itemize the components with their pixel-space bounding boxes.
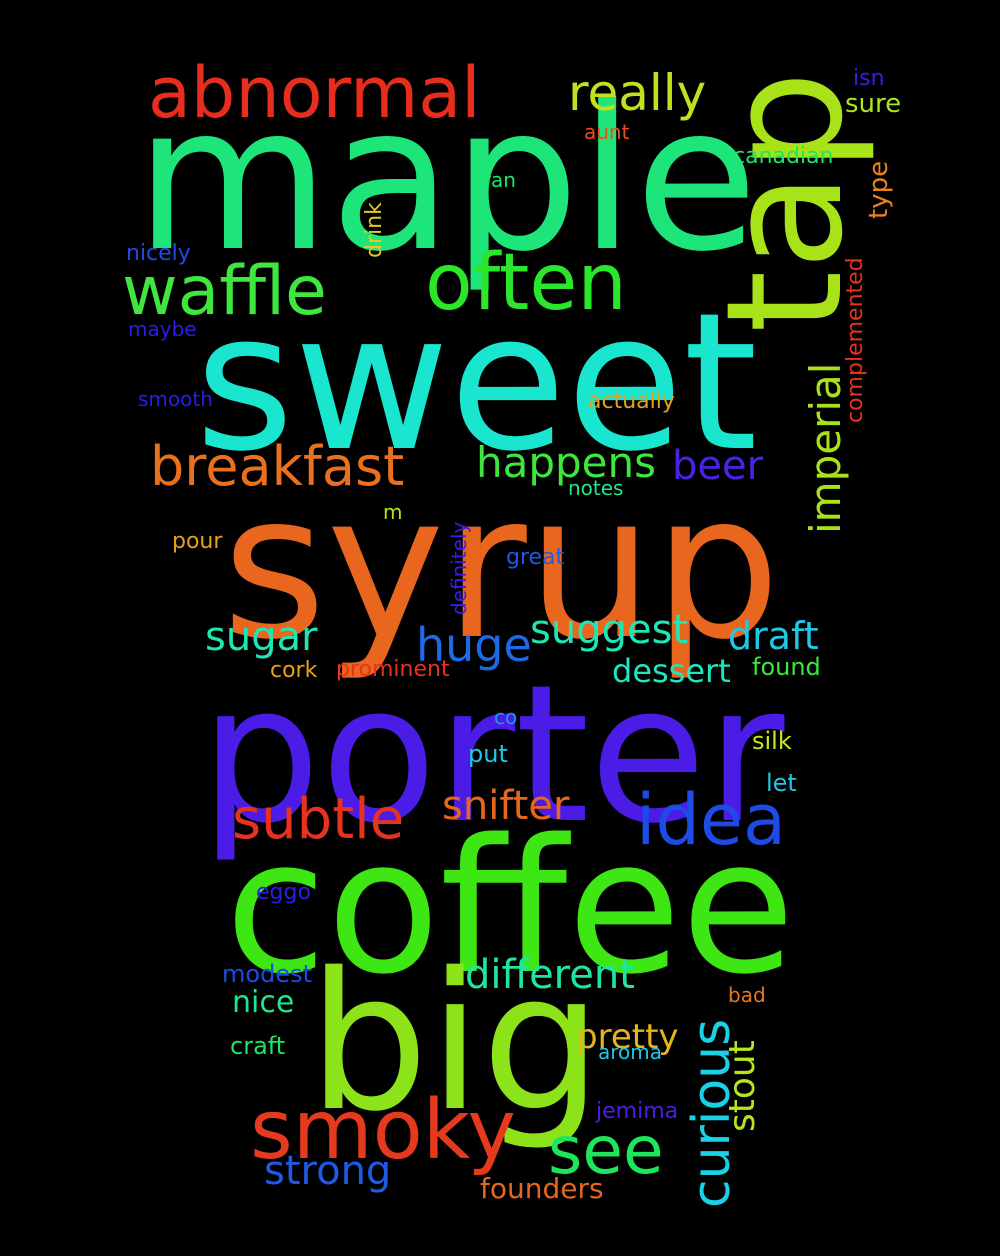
word-founders: founders	[480, 1172, 604, 1205]
word-silk: silk	[752, 727, 792, 755]
word-suggest: suggest	[530, 607, 689, 653]
word-definitely: definitely	[447, 521, 471, 615]
word-craft: craft	[230, 1032, 286, 1060]
word-notes: notes	[568, 476, 624, 500]
word-smoky: smoky	[250, 1083, 516, 1178]
word-draft: draft	[728, 614, 819, 658]
word-put: put	[468, 740, 508, 768]
word-huge: huge	[416, 618, 532, 672]
word-sure: sure	[845, 89, 902, 119]
word-prominent: prominent	[336, 657, 450, 682]
word-tap: tap	[691, 70, 878, 333]
word-canadian: canadian	[733, 144, 834, 169]
word-maybe: maybe	[128, 317, 197, 341]
word-co: co	[494, 705, 518, 729]
word-actually: actually	[588, 389, 675, 414]
word-bad: bad	[728, 983, 766, 1007]
word-modest: modest	[222, 960, 312, 988]
word-fan: fan	[484, 168, 516, 192]
word-porter: porter	[200, 644, 785, 865]
word-nicely: nicely	[126, 241, 191, 266]
word-coffee: coffee	[225, 799, 795, 1015]
word-eggo: eggo	[256, 880, 311, 905]
word-sweet: sweet	[195, 272, 758, 493]
word-strong: strong	[264, 1148, 392, 1194]
word-abnormal: abnormal	[148, 52, 481, 134]
word-great: great	[506, 545, 565, 570]
word-let: let	[766, 769, 797, 797]
word-breakfast: breakfast	[150, 435, 405, 498]
word-isn: isn	[853, 66, 885, 91]
word-waffle: waffle	[122, 252, 327, 331]
word-nice: nice	[232, 985, 295, 1020]
word-drink: drink	[362, 202, 387, 258]
word-pour: pour	[172, 529, 223, 554]
word-aroma: aroma	[598, 1040, 663, 1064]
word-snifter: snifter	[442, 783, 570, 829]
word-found: found	[752, 653, 821, 681]
word-aunt: aunt	[584, 120, 630, 144]
word-cork: cork	[270, 658, 318, 683]
word-beer: beer	[672, 443, 764, 489]
word-often: often	[425, 238, 627, 328]
word-subtle: subtle	[232, 787, 405, 852]
word-pretty: pretty	[576, 1017, 679, 1057]
word-dessert: dessert	[612, 652, 731, 690]
word-really: really	[568, 64, 707, 122]
word-see: see	[548, 1112, 664, 1189]
word-m: m	[383, 500, 403, 524]
word-syrup: syrup	[222, 451, 781, 684]
word-stout: stout	[722, 1040, 763, 1132]
word-maple: maple	[135, 63, 758, 296]
word-complemented: complemented	[843, 257, 868, 423]
word-idea: idea	[636, 779, 786, 861]
word-smooth: smooth	[138, 387, 213, 411]
word-jemima: jemima	[596, 1099, 679, 1124]
word-happens: happens	[476, 438, 657, 487]
word-type: type	[864, 160, 894, 219]
word-different: different	[465, 952, 635, 998]
word-big: big	[308, 932, 602, 1153]
word-sugar: sugar	[205, 614, 318, 660]
